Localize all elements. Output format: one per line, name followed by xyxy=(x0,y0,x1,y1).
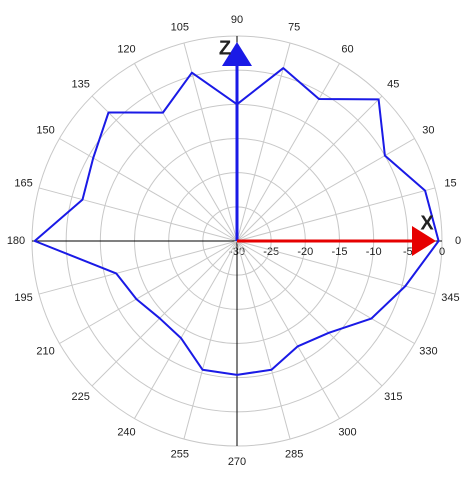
angle-label: 150 xyxy=(36,124,54,136)
angle-label: 180 xyxy=(7,235,25,247)
grid-spoke xyxy=(59,138,238,242)
angle-label: 315 xyxy=(384,391,402,403)
angle-label: 300 xyxy=(338,426,356,438)
grid-spoke xyxy=(91,95,238,242)
angle-label: 210 xyxy=(36,345,54,357)
angle-label: 30 xyxy=(422,124,434,136)
angle-label: 135 xyxy=(72,79,90,91)
grid-spoke xyxy=(38,240,238,295)
angle-label: 120 xyxy=(117,44,135,56)
r-tick-label: -20 xyxy=(297,246,313,258)
angle-label: 240 xyxy=(117,426,135,438)
z-label: Z xyxy=(219,37,231,59)
angle-label: 345 xyxy=(441,292,459,304)
r-tick-label: -15 xyxy=(332,246,348,258)
grid-spoke xyxy=(236,95,383,242)
grid-spoke xyxy=(236,240,291,440)
grid-spoke xyxy=(59,240,238,344)
grid-spoke xyxy=(183,240,238,440)
r-tick-label: -5 xyxy=(403,246,413,258)
angle-label: 225 xyxy=(72,391,90,403)
r-tick-label: 0 xyxy=(439,246,445,258)
grid-spoke xyxy=(236,240,340,419)
grid-spoke xyxy=(134,240,238,419)
angle-label: 75 xyxy=(288,21,300,33)
x-label: X xyxy=(420,212,434,234)
angle-label: 330 xyxy=(419,345,437,357)
grid-spoke xyxy=(91,240,238,387)
grid-spoke xyxy=(236,240,436,295)
angle-label: 15 xyxy=(444,178,456,190)
angle-label: 255 xyxy=(171,448,189,460)
grid-spoke xyxy=(134,63,238,242)
angle-label: 165 xyxy=(14,178,32,190)
angle-label: 285 xyxy=(285,448,303,460)
grid-spoke xyxy=(236,240,383,387)
angle-label: 270 xyxy=(228,456,246,468)
grid-spoke xyxy=(236,63,340,242)
angle-label: 60 xyxy=(341,44,353,56)
grid-spoke xyxy=(236,138,415,242)
grid-spoke xyxy=(236,42,291,242)
r-tick-label: -10 xyxy=(366,246,382,258)
grid-spoke xyxy=(183,42,238,242)
pattern-line xyxy=(33,67,440,376)
angle-label: 105 xyxy=(171,21,189,33)
angle-label: 0 xyxy=(455,235,461,247)
grid-spoke xyxy=(236,187,436,242)
grid-spoke xyxy=(38,187,238,242)
angle-label: 90 xyxy=(231,14,243,26)
grid-spoke xyxy=(236,240,415,344)
angle-label: 195 xyxy=(14,292,32,304)
angle-label: 45 xyxy=(387,79,399,91)
